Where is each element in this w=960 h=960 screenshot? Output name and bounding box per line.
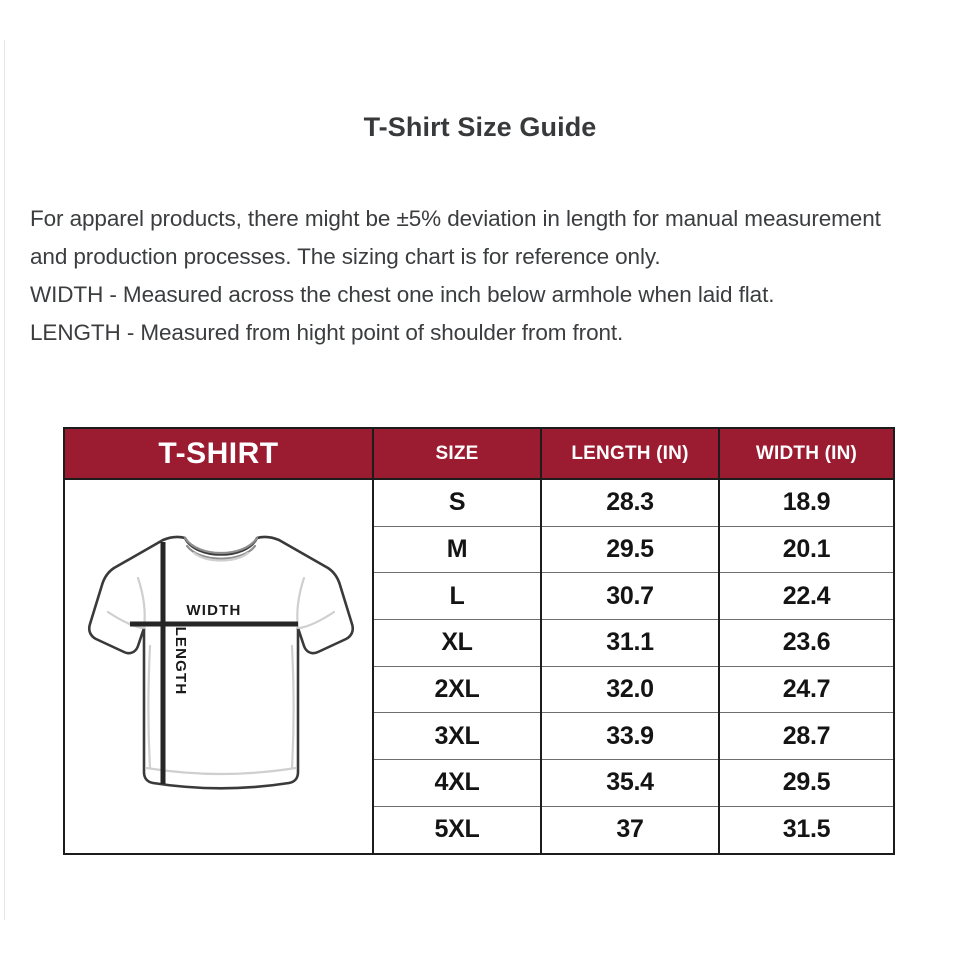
cell-length: 30.7 <box>541 572 720 620</box>
cell-width: 23.6 <box>719 619 894 667</box>
page-title: T-Shirt Size Guide <box>363 112 597 142</box>
tshirt-diagram: WIDTH LENGTH <box>65 483 374 849</box>
cell-size: L <box>373 572 542 620</box>
cell-length: 32.0 <box>541 665 720 713</box>
cell-size: S <box>373 479 542 527</box>
cell-width: 20.1 <box>719 525 894 573</box>
cell-width: 29.5 <box>719 759 894 807</box>
width-measure-label: WIDTH <box>186 602 241 619</box>
cell-length: 33.9 <box>541 712 720 760</box>
table-row: 3XL 33.9 28.7 <box>64 712 894 760</box>
intro-line-1: For apparel products, there might be ±5%… <box>30 206 881 269</box>
cell-size: M <box>373 525 542 573</box>
cell-size: XL <box>373 619 542 667</box>
cell-length: 31.1 <box>541 619 720 667</box>
cell-width: 28.7 <box>719 712 894 760</box>
intro-line-3: LENGTH - Measured from hight point of sh… <box>30 320 624 345</box>
table-row: 4XL 35.4 29.5 <box>64 759 894 807</box>
table-row: L 30.7 22.4 <box>64 572 894 620</box>
table-row: WIDTH LENGTH S 28.3 18.9 <box>64 479 894 854</box>
page-edge-line <box>4 40 5 920</box>
column-header-tshirt: T-SHIRT <box>64 428 374 480</box>
cell-length: 29.5 <box>541 525 720 573</box>
cell-width: 31.5 <box>719 805 894 854</box>
table-header: T-SHIRT SIZE LENGTH (IN) WIDTH (IN) <box>64 428 894 480</box>
table-body: WIDTH LENGTH S 28.3 18.9 M 29.5 20.1 L 3… <box>64 479 894 854</box>
intro-line-2: WIDTH - Measured across the chest one in… <box>30 282 775 307</box>
column-header-width: WIDTH (IN) <box>719 428 894 480</box>
cell-width: 24.7 <box>719 665 894 713</box>
column-header-length: LENGTH (IN) <box>541 428 720 480</box>
table-row: M 29.5 20.1 <box>64 525 894 573</box>
length-measure-label: LENGTH <box>172 627 189 696</box>
cell-size: 5XL <box>373 805 542 854</box>
table-row: 5XL 37 31.5 <box>64 805 894 854</box>
cell-width: 18.9 <box>782 488 831 517</box>
table-row: XL 31.1 23.6 <box>64 619 894 667</box>
cell-length: 35.4 <box>541 759 720 807</box>
cell-size: 3XL <box>373 712 542 760</box>
tshirt-illustration-cell: WIDTH LENGTH <box>64 479 374 854</box>
intro-text-block: For apparel products, there might be ±5%… <box>30 200 910 352</box>
table-row: 2XL 32.0 24.7 <box>64 665 894 713</box>
table-header-row: T-SHIRT SIZE LENGTH (IN) WIDTH (IN) <box>64 428 894 480</box>
size-chart-table: T-SHIRT SIZE LENGTH (IN) WIDTH (IN) <box>63 427 895 855</box>
cell-length: 37 <box>541 805 720 854</box>
cell-width: 22.4 <box>719 572 894 620</box>
cell-size: 2XL <box>373 665 542 713</box>
column-header-size: SIZE <box>373 428 542 480</box>
cell-size: 4XL <box>373 759 542 807</box>
cell-length: 28.3 <box>541 479 720 527</box>
